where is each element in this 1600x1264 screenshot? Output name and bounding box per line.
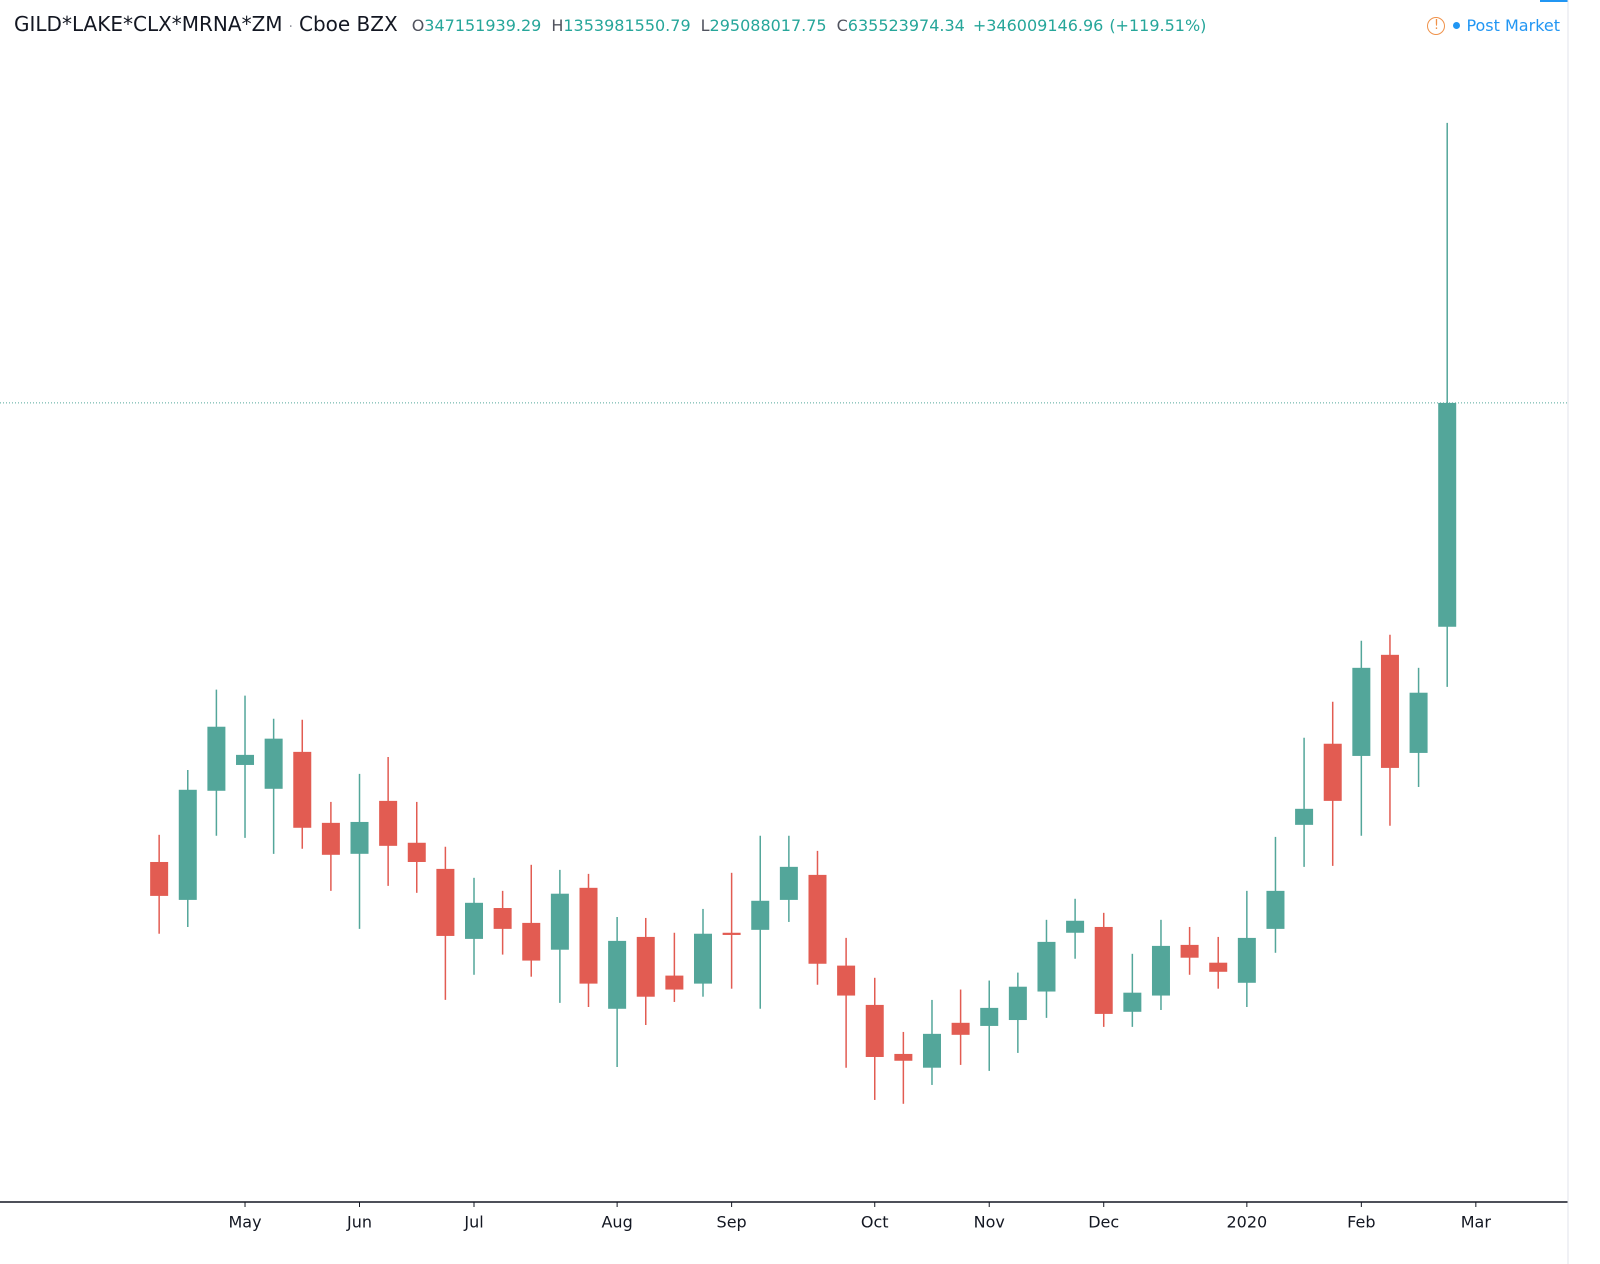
candle-body <box>321 822 340 855</box>
close-label: C <box>836 16 848 35</box>
warning-icon[interactable]: ! <box>1427 16 1446 35</box>
candle-body <box>379 800 398 846</box>
x-tick-label: Oct <box>861 1213 889 1232</box>
candle-body <box>608 940 627 1009</box>
separator: · <box>288 19 293 35</box>
candle-body <box>407 842 426 862</box>
candle-body <box>1151 945 1170 996</box>
high-value: 1353981550.79 <box>563 16 691 35</box>
candle-body <box>264 738 283 789</box>
x-tick-label: Aug <box>601 1213 632 1232</box>
candle-body <box>178 789 197 900</box>
candle-body <box>1380 654 1399 768</box>
low-value: 295088017.75 <box>709 16 827 35</box>
x-tick-label: Feb <box>1347 1213 1375 1232</box>
x-tick-label: Jul <box>463 1213 483 1232</box>
exchange: Cboe BZX <box>299 12 398 36</box>
legend-header: GILD*LAKE*CLX*MRNA*ZM · Cboe BZX O 34715… <box>14 12 1216 36</box>
candle-body <box>779 866 798 900</box>
candle-body <box>1209 962 1228 972</box>
candle-body <box>894 1053 913 1061</box>
candle-body <box>865 1004 884 1057</box>
candle-body <box>1266 890 1285 929</box>
candle-body <box>922 1033 941 1068</box>
candle-body <box>1008 986 1027 1021</box>
candle-body <box>693 933 712 984</box>
candle-body <box>636 936 655 997</box>
candle-body <box>1037 941 1056 992</box>
candle-body <box>293 751 312 828</box>
candle-body <box>837 965 856 996</box>
candle-body <box>1094 926 1113 1014</box>
candle-body <box>1066 920 1085 933</box>
candle-body <box>350 821 369 854</box>
candle-body <box>1438 402 1457 627</box>
candle-body <box>980 1007 999 1026</box>
candle-body <box>665 975 684 990</box>
candle-body <box>751 900 770 930</box>
candle-body <box>1409 692 1428 753</box>
candle-body <box>1295 808 1314 825</box>
candle-body <box>207 726 226 791</box>
candle-body <box>808 874 827 964</box>
candle-body <box>150 861 169 896</box>
candle-body <box>1123 992 1142 1012</box>
candle-body <box>522 922 541 961</box>
candle-body <box>579 887 598 984</box>
x-tick-label: Dec <box>1088 1213 1119 1232</box>
candle-body <box>465 902 484 939</box>
candle-body <box>1352 667 1371 756</box>
change: +346009146.96 <box>972 16 1104 35</box>
candle-body <box>722 932 741 935</box>
candle-body <box>1323 743 1342 801</box>
candle-body <box>493 908 512 929</box>
x-tick-label: Jun <box>346 1213 372 1232</box>
symbol: GILD*LAKE*CLX*MRNA*ZM <box>14 12 283 36</box>
candle-body <box>436 868 455 936</box>
x-tick-label: May <box>228 1213 261 1232</box>
x-tick-label: Mar <box>1461 1213 1492 1232</box>
market-status[interactable]: ! Post Market <box>1427 16 1560 35</box>
change-pct: (+119.51%) <box>1109 16 1207 35</box>
low-label: L <box>700 16 710 35</box>
x-tick-label: Nov <box>974 1213 1005 1232</box>
open-value: 347151939.29 <box>424 16 542 35</box>
candle-body <box>1237 937 1256 983</box>
x-tick-label: 2020 <box>1226 1213 1267 1232</box>
candle-body <box>1180 944 1199 958</box>
candle-body <box>550 893 569 950</box>
status-dot <box>1453 22 1461 29</box>
status-text: Post Market <box>1466 16 1560 35</box>
candle-body <box>236 754 255 765</box>
candle-body <box>951 1022 970 1035</box>
high-label: H <box>551 16 564 35</box>
x-tick-label: Sep <box>717 1213 747 1232</box>
close-value: 635523974.34 <box>847 16 965 35</box>
open-label: O <box>411 16 425 35</box>
